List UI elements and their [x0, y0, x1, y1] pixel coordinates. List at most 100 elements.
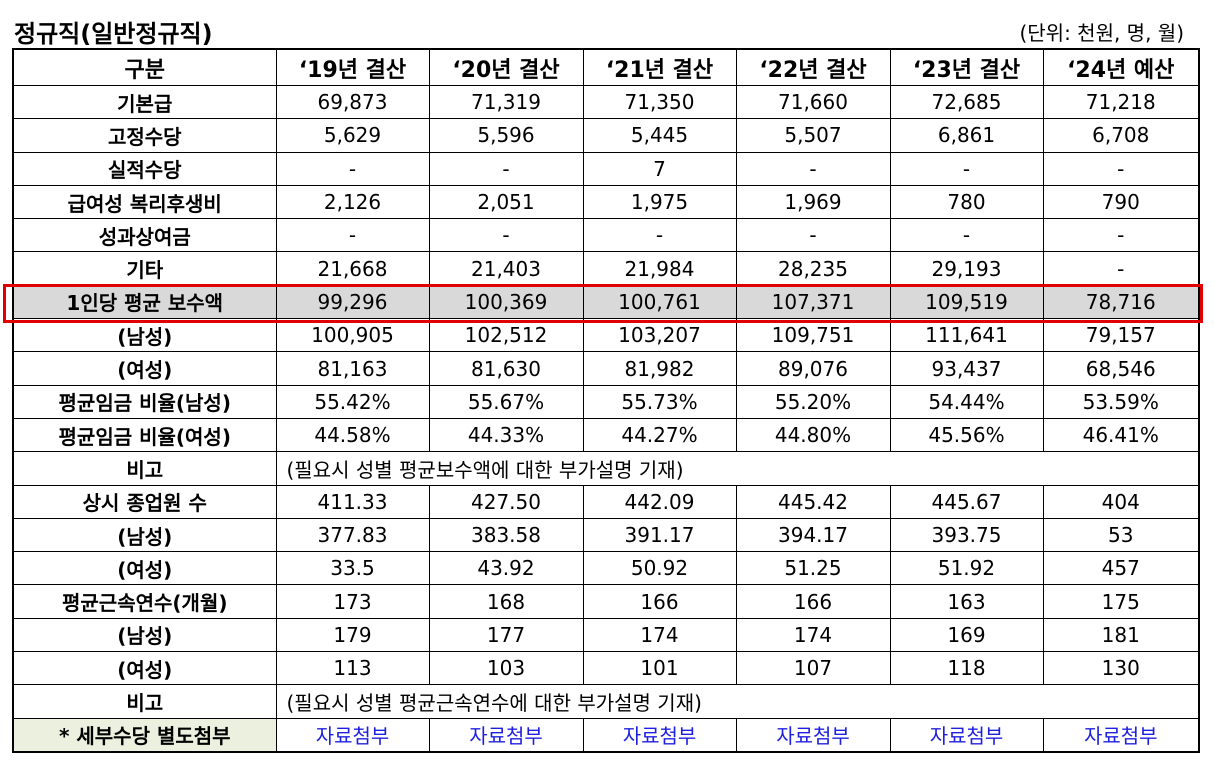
- data-cell: 55.67%: [428, 384, 584, 419]
- data-cell: 168: [428, 584, 584, 619]
- table-row: 상시 종업원 수 411.33 427.50 442.09 445.42 445.67 40…: [12, 484, 1200, 519]
- data-cell: 55.20%: [735, 384, 891, 419]
- row-label: (남성): [12, 517, 277, 553]
- row-label: (여성): [12, 651, 277, 686]
- column-header: ‘23년 결산: [889, 48, 1044, 86]
- data-cell: -: [889, 151, 1044, 186]
- data-cell: 89,076: [735, 351, 891, 386]
- data-cell: 45.56%: [889, 417, 1044, 453]
- data-cell: 394.17: [735, 517, 891, 553]
- data-cell: 1,969: [735, 184, 891, 220]
- data-cell: 174: [582, 617, 737, 653]
- data-cell: 100,905: [275, 318, 430, 353]
- data-cell: 383.58: [428, 517, 584, 553]
- row-label: (남성): [12, 617, 277, 653]
- row-label: 실적수당: [12, 151, 277, 186]
- data-cell: 107,371: [735, 284, 891, 320]
- data-cell: 51.92: [889, 551, 1044, 586]
- table-row: (남성) 179 177 174 174 169 181: [12, 617, 1200, 653]
- column-header: ‘22년 결산: [735, 48, 891, 86]
- data-cell: -: [428, 151, 584, 186]
- data-cell: -: [1042, 151, 1200, 186]
- data-cell: 100,369: [428, 284, 584, 320]
- data-cell: 163: [889, 584, 1044, 619]
- data-cell: 169: [889, 617, 1044, 653]
- table-row: 1인당 평균 보수액 99,296 100,369 100,761 107,371 109…: [12, 284, 1200, 320]
- data-cell: 44.58%: [275, 417, 430, 453]
- table-row: 성과상여금 - - - - - -: [12, 218, 1200, 253]
- data-cell: 118: [889, 651, 1044, 686]
- data-cell: 166: [735, 584, 891, 619]
- table-row: 평균근속연수(개월) 173 168 166 166 163 175: [12, 584, 1200, 619]
- data-cell: 자료첨부: [889, 717, 1044, 753]
- table-row: 기본급 69,873 71,319 71,350 71,660 72,685 71,218: [12, 84, 1200, 120]
- data-cell: 33.5: [275, 551, 430, 586]
- data-cell: 107: [735, 651, 891, 686]
- data-cell: 181: [1042, 617, 1200, 653]
- data-cell: 6,861: [889, 118, 1044, 153]
- data-cell: 28,235: [735, 251, 891, 286]
- data-cell: 174: [735, 617, 891, 653]
- data-cell: 71,319: [428, 84, 584, 120]
- data-cell: 1,975: [582, 184, 737, 220]
- data-cell: -: [1042, 251, 1200, 286]
- data-cell: -: [1042, 218, 1200, 253]
- data-cell: 81,163: [275, 351, 430, 386]
- title: 정규직(일반정규직): [14, 20, 213, 48]
- data-cell: -: [582, 218, 737, 253]
- data-cell: 자료첨부: [582, 717, 737, 753]
- data-cell: 101: [582, 651, 737, 686]
- data-cell: 29,193: [889, 251, 1044, 286]
- data-cell: -: [735, 151, 891, 186]
- data-cell: -: [735, 218, 891, 253]
- data-cell: 79,157: [1042, 318, 1200, 353]
- row-label: 기본급: [12, 84, 277, 120]
- row-label: * 세부수당 별도첨부: [12, 717, 277, 753]
- data-cell: 404: [1042, 484, 1200, 519]
- data-cell: 103: [428, 651, 584, 686]
- data-cell: 21,668: [275, 251, 430, 286]
- data-cell: 55.73%: [582, 384, 737, 419]
- data-cell: 179: [275, 617, 430, 653]
- data-cell: -: [889, 218, 1044, 253]
- row-label: (여성): [12, 351, 277, 386]
- note-cell: (필요시 성별 평균보수액에 대한 부가설명 기재): [275, 451, 1200, 486]
- data-cell: 173: [275, 584, 430, 619]
- data-cell: -: [275, 218, 430, 253]
- data-cell: 53: [1042, 517, 1200, 553]
- data-cell: 81,982: [582, 351, 737, 386]
- data-cell: 자료첨부: [428, 717, 584, 753]
- row-label: 평균근속연수(개월): [12, 584, 277, 619]
- data-cell: 44.33%: [428, 417, 584, 453]
- data-cell: -: [275, 151, 430, 186]
- data-cell: 50.92: [582, 551, 737, 586]
- data-cell: 자료첨부: [1042, 717, 1200, 753]
- data-cell: 46.41%: [1042, 417, 1200, 453]
- column-header: ‘20년 결산: [428, 48, 584, 86]
- data-cell: 21,984: [582, 251, 737, 286]
- table-row: (여성) 81,163 81,630 81,982 89,076 93,437 68,546: [12, 351, 1200, 386]
- data-cell: 177: [428, 617, 584, 653]
- data-cell: 7: [582, 151, 737, 186]
- data-cell: 109,519: [889, 284, 1044, 320]
- data-cell: 93,437: [889, 351, 1044, 386]
- data-cell: -: [428, 218, 584, 253]
- data-cell: 21,403: [428, 251, 584, 286]
- data-cell: 99,296: [275, 284, 430, 320]
- column-header: ‘24년 예산: [1042, 48, 1200, 86]
- data-cell: 51.25: [735, 551, 891, 586]
- data-cell: 790: [1042, 184, 1200, 220]
- table-row: 비고 (필요시 성별 평균근속연수에 대한 부가설명 기재): [12, 684, 1200, 719]
- row-label: 성과상여금: [12, 218, 277, 253]
- header-row: 구분 ‘19년 결산 ‘20년 결산 ‘21년 결산 ‘22년 결산 ‘23년 결산 ‘24…: [12, 48, 1200, 86]
- data-cell: 111,641: [889, 318, 1044, 353]
- data-cell: 53.59%: [1042, 384, 1200, 419]
- data-cell: 44.80%: [735, 417, 891, 453]
- table-row: 평균임금 비율(여성) 44.58% 44.33% 44.27% 44.80% 45.56…: [12, 417, 1200, 453]
- data-cell: 102,512: [428, 318, 584, 353]
- row-label: 1인당 평균 보수액: [12, 284, 277, 320]
- data-cell: 69,873: [275, 84, 430, 120]
- data-cell: 2,126: [275, 184, 430, 220]
- row-label: 비고: [12, 684, 277, 719]
